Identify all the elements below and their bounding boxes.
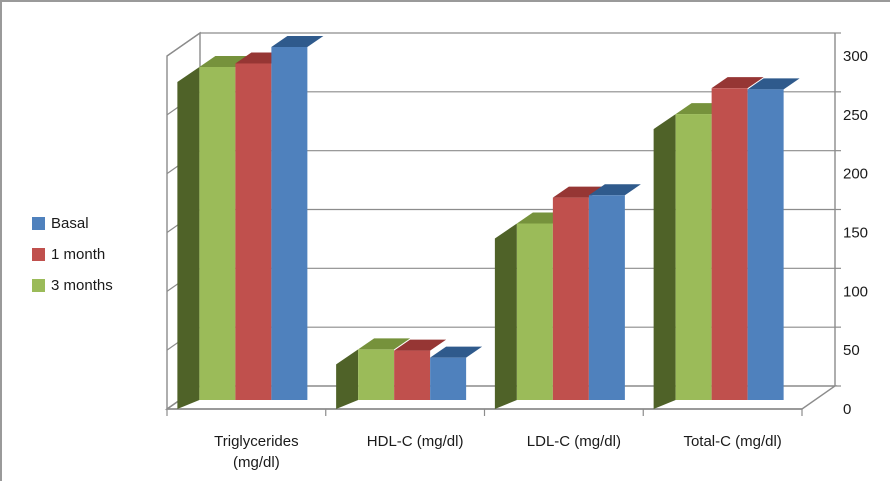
y-tick-label-300: 300	[843, 48, 868, 65]
bar-side-1-0	[336, 349, 359, 409]
bar-3-2	[747, 89, 784, 401]
legend-label-1-month: 1 month	[51, 246, 106, 263]
y-tick-label-150: 150	[843, 225, 868, 242]
bar-top-2-2	[588, 184, 641, 196]
bar-1-1	[394, 350, 431, 400]
bar-top-1-2	[430, 346, 483, 358]
bar-0-1	[235, 63, 272, 401]
bar-0-0	[199, 67, 236, 401]
x-tick-label-3: Total-C (mg/dl)	[683, 433, 781, 450]
bar-1-0	[358, 349, 395, 400]
bar-side-2-0	[494, 223, 517, 409]
bar-3-1	[711, 88, 748, 400]
bar-1-2	[430, 357, 467, 400]
y-tick-label-0: 0	[843, 401, 851, 418]
bar-side-0-0	[177, 67, 200, 410]
bar-2-2	[588, 195, 625, 400]
x-tick-label-1: HDL-C (mg/dl)	[367, 433, 464, 450]
legend: Basal 1 month 3 months	[32, 208, 113, 301]
legend-label-basal: Basal	[51, 215, 89, 232]
y-tick-label-100: 100	[843, 283, 868, 300]
legend-label-3-months: 3 months	[51, 277, 113, 294]
x-tick-label-2: LDL-C (mg/dl)	[527, 433, 621, 450]
side-gridline-300	[166, 32, 201, 57]
x-tick-label-0: Triglycerides	[214, 433, 298, 450]
bar-top-1-0	[358, 338, 411, 350]
bar-side-3-0	[653, 114, 676, 409]
bar-0-2	[271, 47, 308, 400]
legend-item-1-month: 1 month	[32, 239, 113, 270]
x-tick-label-0-line2: (mg/dl)	[233, 454, 280, 471]
bar-top-3-1	[711, 77, 764, 89]
legend-item-3-months: 3 months	[32, 270, 113, 301]
legend-item-basal: Basal	[32, 208, 113, 239]
y-tick-label-200: 200	[843, 166, 868, 183]
bar-2-0	[516, 223, 553, 400]
bar-top-1-1	[394, 339, 447, 351]
y-tick-label-50: 50	[843, 342, 860, 359]
legend-swatch-3-months	[32, 279, 45, 292]
legend-swatch-1-month	[32, 248, 45, 261]
bar-top-3-2	[747, 78, 800, 90]
bar-3-0	[675, 114, 712, 400]
y-tick-label-250: 250	[843, 107, 868, 124]
bar-top-0-2	[271, 36, 324, 47]
bar-2-1	[552, 197, 589, 400]
legend-swatch-basal	[32, 217, 45, 230]
